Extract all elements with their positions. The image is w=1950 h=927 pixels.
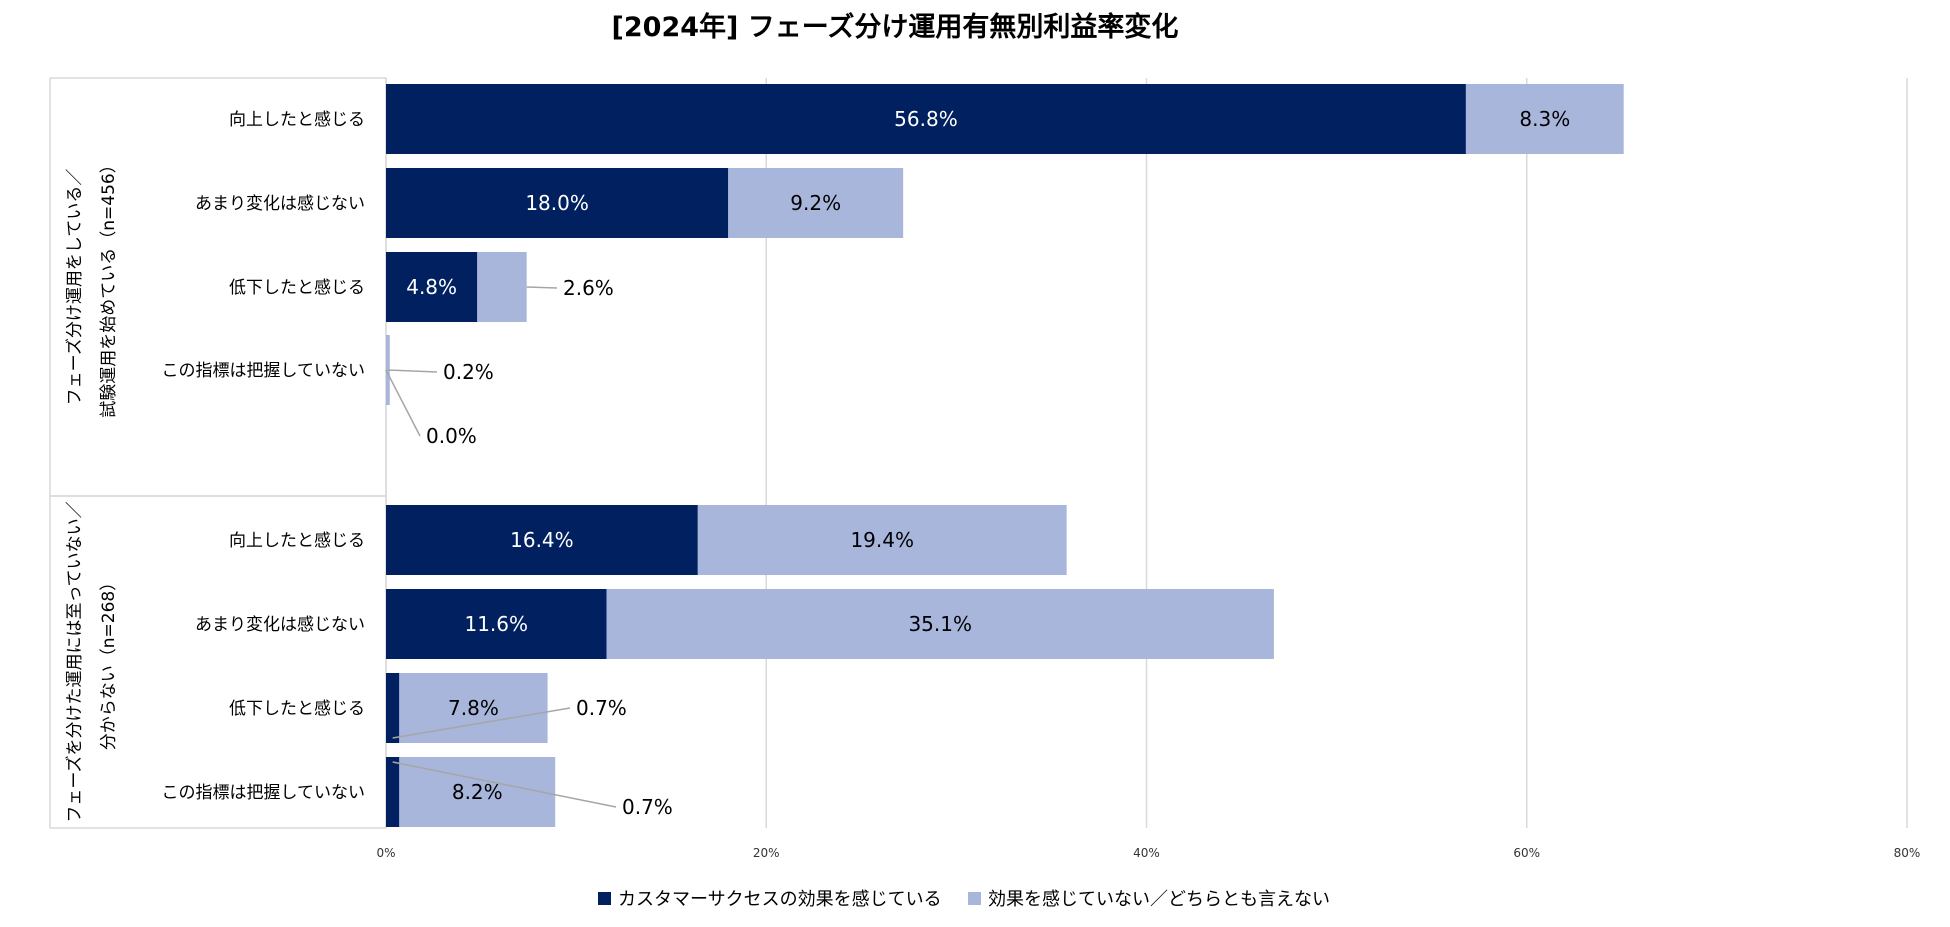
bar-series-2 (728, 168, 904, 238)
bar-series-1 (386, 168, 729, 238)
bar-series-1 (386, 252, 478, 322)
group-label: フェーズ分け運用をしている／ (65, 169, 85, 406)
legend: カスタマーサクセスの効果を感じている 効果を感じていない／どちらとも言えない (598, 889, 1330, 910)
data-label: 9.2% (790, 191, 841, 215)
bar-series-1 (386, 84, 1466, 154)
data-label: 4.8% (406, 275, 457, 299)
category-labels: 向上したと感じるあまり変化は感じない低下したと感じるこの指標は把握していない向上… (162, 110, 366, 803)
group-label: 試験運用を始めている（n=456） (99, 156, 119, 417)
data-label: 0.2% (443, 360, 494, 384)
category-label: あまり変化は感じない (195, 615, 365, 635)
data-label: 7.8% (448, 696, 499, 720)
bar-series-2 (399, 673, 548, 743)
leader-line (385, 369, 421, 437)
data-labels: 56.8% 8.3% 18.0% 9.2% 4.8% 2.6% 0.2% 0.0% 16.4% 1… (385, 107, 1570, 819)
x-tick-label: 60% (1513, 846, 1540, 860)
bar-series-2 (477, 252, 527, 322)
data-label: 0.7% (576, 696, 627, 720)
x-tick-label: 40% (1133, 846, 1160, 860)
leader-line (526, 286, 558, 289)
bar-series-1 (386, 505, 698, 575)
category-label: あまり変化は感じない (195, 194, 365, 214)
x-axis-ticks: 0% 20% 40% 60% 80% (376, 846, 1920, 860)
category-label: 向上したと感じる (229, 110, 365, 130)
x-tick-label: 80% (1894, 846, 1921, 860)
x-tick-label: 20% (753, 846, 780, 860)
leader-line (387, 369, 438, 373)
bar-series-2 (606, 589, 1274, 659)
legend-label: カスタマーサクセスの効果を感じている (618, 889, 942, 910)
group-labels: フェーズ分け運用をしている／ 試験運用を始めている（n=456） フェーズを分けた運… (65, 156, 119, 822)
category-label: 低下したと感じる (229, 699, 365, 719)
leader-line (392, 761, 617, 808)
legend-swatch (598, 892, 611, 905)
bar-series-2 (697, 505, 1067, 575)
data-label: 18.0% (525, 191, 589, 215)
leader-line (392, 707, 571, 739)
data-label: 19.4% (850, 528, 914, 552)
category-label: この指標は把握していない (162, 361, 366, 381)
chart-title: [2024年] フェーズ分け運用有無別利益率変化 (612, 11, 1179, 43)
legend-swatch (968, 892, 981, 905)
data-label: 11.6% (464, 612, 528, 636)
data-label: 8.2% (452, 780, 503, 804)
data-label: 0.0% (426, 424, 477, 448)
category-label: この指標は把握していない (162, 783, 366, 803)
data-label: 56.8% (894, 107, 958, 131)
x-tick-label: 0% (376, 846, 395, 860)
data-label: 0.7% (622, 795, 673, 819)
bar-series-1 (386, 757, 400, 827)
bars (386, 84, 1624, 827)
bar-series-2 (1465, 84, 1624, 154)
group-label: フェーズを分けた運用には至っていない／ (65, 501, 85, 822)
data-label: 35.1% (908, 612, 972, 636)
category-label: 低下したと感じる (229, 278, 365, 298)
category-label: 向上したと感じる (229, 531, 365, 551)
data-label: 2.6% (563, 276, 614, 300)
bar-series-1 (386, 673, 400, 743)
group-label: 分からない（n=268） (99, 574, 119, 750)
legend-label: 効果を感じていない／どちらとも言えない (988, 889, 1330, 910)
data-label: 16.4% (510, 528, 574, 552)
bar-series-1 (386, 589, 607, 659)
data-label: 8.3% (1519, 107, 1570, 131)
